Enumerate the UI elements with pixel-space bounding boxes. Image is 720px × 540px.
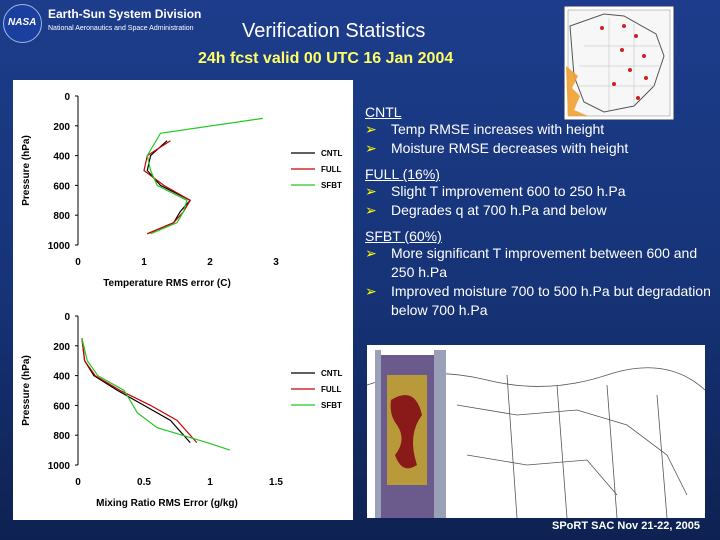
x-tick-label: 0.5 [137, 477, 151, 488]
y-tick-label: 200 [53, 342, 70, 353]
list-item: ➢ Temp RMSE increases with height [365, 121, 605, 137]
y-tick-label: 600 [53, 181, 70, 192]
series-line-sfbt [81, 338, 230, 451]
temperature-rmse-chart: 0 200 400 600 800 1000 0 1 2 3 Temperature RMS err… [21, 92, 342, 289]
x-axis-label: Mixing Ratio RMS Error (g/kg) [96, 498, 238, 509]
y-tick-label: 800 [53, 431, 70, 442]
y-tick-label: 200 [53, 122, 70, 133]
legend-label: SFBT [321, 401, 342, 410]
footer-label: SPoRT SAC Nov 21-22, 2005 [552, 520, 700, 532]
series-line-full [143, 140, 192, 235]
x-tick-label: 0 [75, 477, 81, 488]
section-heading: CNTL [365, 104, 402, 120]
legend-label: SFBT [321, 181, 342, 190]
page-subtitle: 24h fcst valid 00 UTC 16 Jan 2004 [198, 50, 454, 67]
y-axis-label: Pressure (hPa) [21, 135, 32, 206]
list-item: ➢ Slight T improvement 600 to 250 h.Pa [365, 183, 626, 199]
y-tick-label: 400 [53, 152, 70, 163]
arrow-bullet-icon: ➢ [365, 245, 377, 261]
section-heading: FULL (16%) [365, 166, 440, 182]
y-tick-label: 600 [53, 401, 70, 412]
arrow-bullet-icon: ➢ [365, 140, 377, 156]
inset-map-image [564, 6, 674, 120]
legend-label: CNTL [321, 369, 342, 378]
series-line-sfbt [146, 117, 263, 235]
x-axis-label: Temperature RMS error (C) [103, 278, 231, 289]
list-item: ➢ More significant T improvement between … [365, 245, 698, 280]
page-title: Verification Statistics [242, 20, 426, 42]
moisture-rmse-chart: 0 200 400 600 800 1000 0 0.5 1 1.5 Mixing Ratio RM… [21, 312, 342, 509]
nasa-logo: NASA [3, 4, 42, 43]
list-item: ➢ Improved moisture 700 to 500 h.Pa but d… [365, 283, 711, 318]
x-tick-label: 1 [207, 477, 213, 488]
y-tick-label: 0 [64, 312, 70, 323]
arrow-bullet-icon: ➢ [365, 283, 377, 299]
y-tick-label: 800 [53, 211, 70, 222]
series-line-cntl [81, 338, 191, 444]
y-tick-label: 0 [64, 92, 70, 103]
section-cntl: CNTL ➢ Temp RMSE increases with height ➢ M… [365, 104, 717, 158]
y-tick-label: 1000 [48, 461, 71, 472]
section-sfbt: SFBT (60%) ➢ More significant T improveme… [365, 228, 717, 320]
x-tick-label: 3 [273, 257, 279, 268]
section-full: FULL (16%) ➢ Slight T improvement 600 to … [365, 166, 717, 220]
legend-label: FULL [321, 165, 342, 174]
legend-label: CNTL [321, 149, 342, 158]
y-axis-label: Pressure (hPa) [21, 355, 32, 426]
agency-name: National Aeronautics and Space Administr… [48, 25, 194, 32]
bullet-list: CNTL ➢ Temp RMSE increases with height ➢ M… [365, 100, 717, 328]
series-line-cntl [146, 140, 192, 235]
division-title: Earth-Sun System Division [48, 7, 202, 21]
section-heading: SFBT (60%) [365, 228, 442, 244]
y-tick-label: 1000 [48, 241, 71, 252]
y-tick-label: 400 [53, 372, 70, 383]
series-line-full [81, 338, 198, 444]
arrow-bullet-icon: ➢ [365, 183, 377, 199]
logo-text: NASA [8, 17, 37, 28]
arrow-bullet-icon: ➢ [365, 121, 377, 137]
x-tick-label: 1 [141, 257, 147, 268]
list-item: ➢ Degrades q at 700 h.Pa and below [365, 202, 607, 218]
x-tick-label: 1.5 [269, 477, 283, 488]
list-item: ➢ Moisture RMSE decreases with height [365, 140, 629, 156]
legend-label: FULL [321, 385, 342, 394]
x-tick-label: 0 [75, 257, 81, 268]
x-tick-label: 2 [207, 257, 213, 268]
satellite-coverage-image [367, 345, 705, 518]
arrow-bullet-icon: ➢ [365, 202, 377, 218]
